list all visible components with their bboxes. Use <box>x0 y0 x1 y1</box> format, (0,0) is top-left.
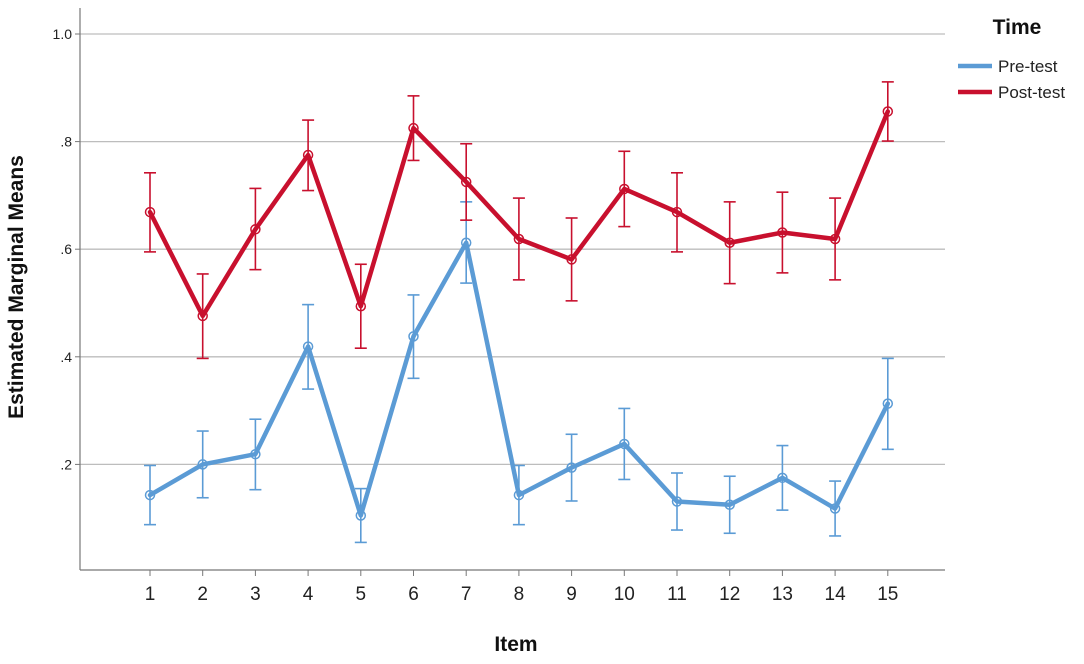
y-tick-label: .6 <box>60 241 72 257</box>
data-point <box>829 233 841 245</box>
data-point <box>144 206 156 218</box>
x-tick-label: 10 <box>614 584 635 605</box>
legend-entry-post-test: Post-test <box>958 83 1065 102</box>
data-point <box>355 510 367 521</box>
x-tick-label: 5 <box>356 584 367 605</box>
legend-title: Time <box>993 16 1042 39</box>
data-point <box>777 227 788 238</box>
y-tick-label: .8 <box>60 134 72 150</box>
y-tick-labels: .2 .4 .6 .8 1.0 <box>53 26 73 472</box>
series-post-test <box>144 81 894 360</box>
data-point <box>619 183 630 195</box>
data-point <box>566 462 577 473</box>
gridlines <box>75 33 945 466</box>
series-line-pre-test <box>147 240 891 518</box>
x-tick-label: 8 <box>514 584 525 605</box>
axes <box>79 8 945 571</box>
data-point <box>882 398 894 409</box>
data-point <box>777 472 788 484</box>
data-point <box>566 254 577 265</box>
legend: Time Pre-test Post-test <box>958 16 1065 102</box>
data-point <box>355 300 367 312</box>
x-tick-label: 14 <box>825 584 847 605</box>
data-point <box>144 489 156 501</box>
data-point <box>460 176 472 188</box>
x-tick-label: 1 <box>145 584 156 605</box>
data-point <box>829 503 841 514</box>
x-tick-label: 2 <box>197 584 208 605</box>
legend-label-pre-test: Pre-test <box>998 57 1058 76</box>
x-tick-label: 9 <box>566 584 577 605</box>
legend-entry-pre-test: Pre-test <box>958 57 1058 76</box>
series-pre-test <box>144 201 894 544</box>
x-tick-label: 6 <box>408 584 419 605</box>
y-tick-label: .2 <box>60 456 72 472</box>
data-point <box>197 459 208 470</box>
y-axis-title: Estimated Marginal Means <box>5 155 28 419</box>
data-point <box>513 489 525 501</box>
data-point <box>619 438 630 450</box>
data-point <box>408 331 419 342</box>
x-tick-label: 11 <box>667 584 687 605</box>
series <box>144 81 894 544</box>
data-point <box>250 224 261 235</box>
x-tick-label: 15 <box>877 584 898 605</box>
data-point <box>724 237 735 248</box>
data-point <box>302 341 314 352</box>
data-point <box>197 310 208 322</box>
data-point <box>302 149 314 161</box>
data-point <box>671 496 683 507</box>
x-tick-label: 3 <box>250 584 261 605</box>
data-point <box>882 106 894 117</box>
x-tick-label: 12 <box>719 584 740 605</box>
data-point <box>724 499 735 510</box>
x-tick-labels: 1 2 3 4 5 6 7 8 9 10 11 12 13 14 15 <box>145 570 898 605</box>
series-line-post-test <box>147 109 891 319</box>
data-point <box>671 206 683 218</box>
data-point <box>513 233 525 245</box>
data-point <box>460 237 472 248</box>
x-tick-label: 4 <box>303 584 314 605</box>
x-tick-label: 7 <box>461 584 472 605</box>
data-point <box>250 448 261 460</box>
y-tick-label: .4 <box>60 349 72 365</box>
y-tick-label: 1.0 <box>53 26 73 42</box>
data-point <box>408 122 419 134</box>
x-axis-title: Item <box>494 633 537 656</box>
x-tick-label: 13 <box>772 584 793 605</box>
legend-label-post-test: Post-test <box>998 83 1065 102</box>
